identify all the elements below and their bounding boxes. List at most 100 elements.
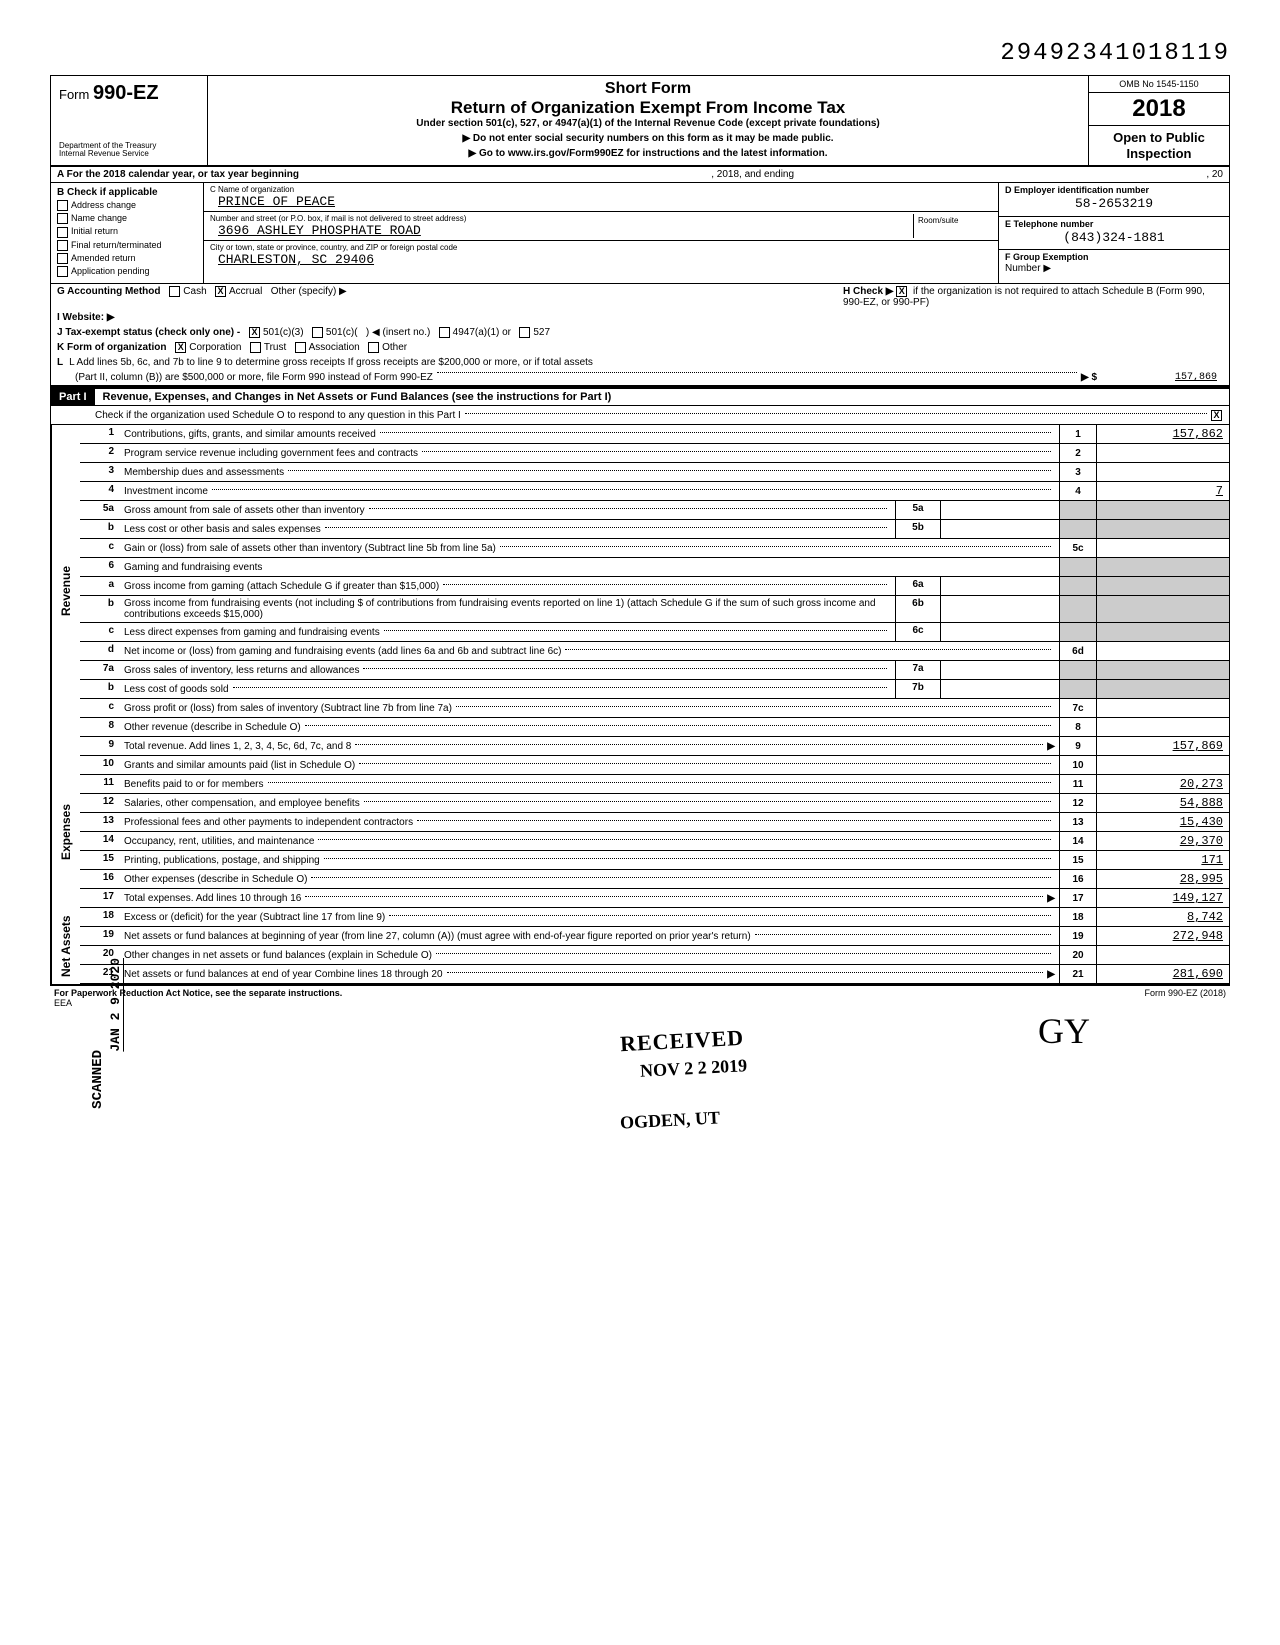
form-line-row: 3Membership dues and assessments3 — [80, 463, 1230, 482]
chk-other-org[interactable] — [368, 342, 379, 353]
line-number: 4 — [80, 482, 120, 500]
amount-value: 15,430 — [1096, 813, 1229, 831]
line-number: 5a — [80, 501, 120, 519]
f-label2: Number ▶ — [1005, 263, 1051, 274]
chk-accrual[interactable] — [215, 286, 226, 297]
line-description: Gross income from gaming (attach Schedul… — [120, 577, 895, 595]
form-line-row: cGross profit or (loss) from sales of in… — [80, 699, 1230, 718]
initials: GY — [50, 1010, 1230, 1052]
form-line-row: 8Other revenue (describe in Schedule O)8 — [80, 718, 1230, 737]
amount-value: 8,742 — [1096, 908, 1229, 926]
org-city: CHARLESTON, SC 29406 — [218, 252, 374, 267]
num-box: 19 — [1059, 927, 1096, 945]
num-box: 15 — [1059, 851, 1096, 869]
org-info-column: C Name of organization PRINCE OF PEACE N… — [204, 183, 998, 283]
part-1-check-row: Check if the organization used Schedule … — [50, 406, 1230, 425]
form-number: 990-EZ — [93, 82, 159, 104]
instruction-line-2: ▶ Go to www.irs.gov/Form990EZ for instru… — [218, 148, 1078, 159]
lbl-trust: Trust — [264, 342, 286, 353]
line-number: d — [80, 642, 120, 660]
line-description: Net assets or fund balances at end of ye… — [120, 965, 1059, 983]
amount-value: 54,888 — [1096, 794, 1229, 812]
chk-corp[interactable] — [175, 342, 186, 353]
line-description: Gross profit or (loss) from sales of inv… — [120, 699, 1059, 717]
stamp-jan: JAN 2 9 2020 — [108, 958, 123, 1052]
part-1-check-text: Check if the organization used Schedule … — [95, 410, 461, 421]
num-box: 11 — [1059, 775, 1096, 793]
lbl-cash: Cash — [183, 286, 206, 297]
f-label: F Group Exemption — [1005, 252, 1089, 262]
telephone: (843)324-1881 — [1005, 230, 1223, 245]
form-line-row: 16Other expenses (describe in Schedule O… — [80, 870, 1230, 889]
c-name-label: C Name of organization — [210, 185, 992, 194]
line-description: Program service revenue including govern… — [120, 444, 1059, 462]
form-line-row: 21Net assets or fund balances at end of … — [80, 965, 1230, 984]
form-line-row: 7aGross sales of inventory, less returns… — [80, 661, 1230, 680]
amount-shaded — [1096, 680, 1229, 698]
chk-app-pending[interactable] — [57, 266, 68, 277]
chk-501c[interactable] — [312, 327, 323, 338]
line-description: Less direct expenses from gaming and fun… — [120, 623, 895, 641]
amount-value: 157,869 — [1096, 737, 1229, 755]
chk-cash[interactable] — [169, 286, 180, 297]
amount-shaded — [1096, 520, 1229, 538]
footer-eea: EEA — [54, 998, 72, 1008]
chk-name-change[interactable] — [57, 213, 68, 224]
form-line-row: 11Benefits paid to or for members1120,27… — [80, 775, 1230, 794]
lbl-assoc: Association — [309, 342, 360, 353]
form-line-row: bGross income from fundraising events (n… — [80, 596, 1230, 623]
document-id-number: 29492341018119 — [50, 40, 1230, 67]
chk-initial-return[interactable] — [57, 227, 68, 238]
num-box-shaded — [1059, 520, 1096, 538]
num-box-shaded — [1059, 596, 1096, 622]
amount-value — [1096, 699, 1229, 717]
num-box: 16 — [1059, 870, 1096, 888]
line-l1: LL Add lines 5b, 6c, and 7b to line 9 to… — [50, 355, 1230, 370]
line-description: Membership dues and assessments — [120, 463, 1059, 481]
e-label: E Telephone number — [1005, 219, 1093, 229]
chk-4947[interactable] — [439, 327, 450, 338]
line-description: Gross amount from sale of assets other t… — [120, 501, 895, 519]
lbl-amended: Amended return — [71, 253, 136, 263]
line-number: 15 — [80, 851, 120, 869]
amount-value: 281,690 — [1096, 965, 1229, 983]
chk-address-change[interactable] — [57, 200, 68, 211]
line-number: 16 — [80, 870, 120, 888]
chk-h[interactable] — [896, 286, 907, 297]
form-line-row: 9Total revenue. Add lines 1, 2, 3, 4, 5c… — [80, 737, 1230, 756]
i-label: I Website: ▶ — [57, 312, 115, 323]
chk-schedule-o[interactable] — [1211, 410, 1222, 421]
org-name: PRINCE OF PEACE — [218, 194, 335, 209]
mini-line-value — [940, 623, 1059, 641]
chk-501c3[interactable] — [249, 327, 260, 338]
j-label: J Tax-exempt status (check only one) - — [57, 327, 240, 338]
amount-value — [1096, 463, 1229, 481]
form-line-row: 2Program service revenue including gover… — [80, 444, 1230, 463]
amount-value: 28,995 — [1096, 870, 1229, 888]
mini-line-value — [940, 680, 1059, 698]
line-number: c — [80, 699, 120, 717]
num-box: 7c — [1059, 699, 1096, 717]
chk-527[interactable] — [519, 327, 530, 338]
lbl-initial-return: Initial return — [71, 226, 118, 236]
chk-amended[interactable] — [57, 253, 68, 264]
department-label: Department of the Treasury Internal Reve… — [59, 142, 199, 160]
c-addr-label: Number and street (or P.O. box, if mail … — [210, 214, 913, 223]
num-box: 18 — [1059, 908, 1096, 926]
line-number: 14 — [80, 832, 120, 850]
return-title: Return of Organization Exempt From Incom… — [218, 98, 1078, 118]
chk-trust[interactable] — [250, 342, 261, 353]
line-description: Benefits paid to or for members — [120, 775, 1059, 793]
chk-assoc[interactable] — [295, 342, 306, 353]
line-description: Less cost of goods sold — [120, 680, 895, 698]
num-box: 5c — [1059, 539, 1096, 557]
chk-final-return[interactable] — [57, 240, 68, 251]
part-1-label: Part I — [51, 389, 95, 405]
header-right-cell: OMB No 1545-1150 2018 Open to Public Ins… — [1089, 76, 1229, 165]
tax-year: 2018 — [1089, 93, 1229, 126]
footer-left: For Paperwork Reduction Act Notice, see … — [54, 988, 342, 998]
form-prefix: Form — [59, 87, 89, 102]
form-line-row: 15Printing, publications, postage, and s… — [80, 851, 1230, 870]
line-number: 1 — [80, 425, 120, 443]
stamp-scanned: SCANNED — [90, 1050, 106, 1109]
